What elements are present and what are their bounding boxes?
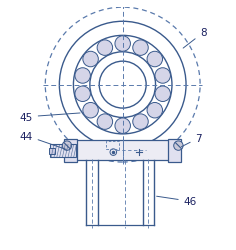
Circle shape — [97, 41, 113, 56]
Bar — [50, 145, 76, 158]
Bar — [169, 139, 181, 162]
Circle shape — [133, 41, 148, 56]
Circle shape — [83, 103, 98, 118]
Circle shape — [155, 68, 170, 84]
Circle shape — [115, 118, 131, 134]
Circle shape — [75, 87, 90, 102]
Text: 45: 45 — [19, 112, 80, 122]
Text: 7: 7 — [181, 134, 202, 147]
Bar — [49, 148, 55, 154]
Circle shape — [62, 141, 72, 151]
Text: 46: 46 — [157, 196, 197, 206]
Circle shape — [174, 141, 183, 151]
Circle shape — [147, 52, 163, 68]
Text: 44: 44 — [19, 131, 66, 150]
Bar — [64, 139, 77, 162]
Circle shape — [155, 87, 170, 102]
Bar — [106, 141, 119, 149]
Circle shape — [97, 114, 113, 130]
Circle shape — [83, 52, 98, 68]
Bar — [76, 140, 170, 160]
Circle shape — [115, 37, 131, 52]
Circle shape — [147, 103, 163, 118]
Text: 8: 8 — [183, 28, 207, 49]
Circle shape — [133, 114, 148, 130]
Circle shape — [75, 68, 90, 84]
